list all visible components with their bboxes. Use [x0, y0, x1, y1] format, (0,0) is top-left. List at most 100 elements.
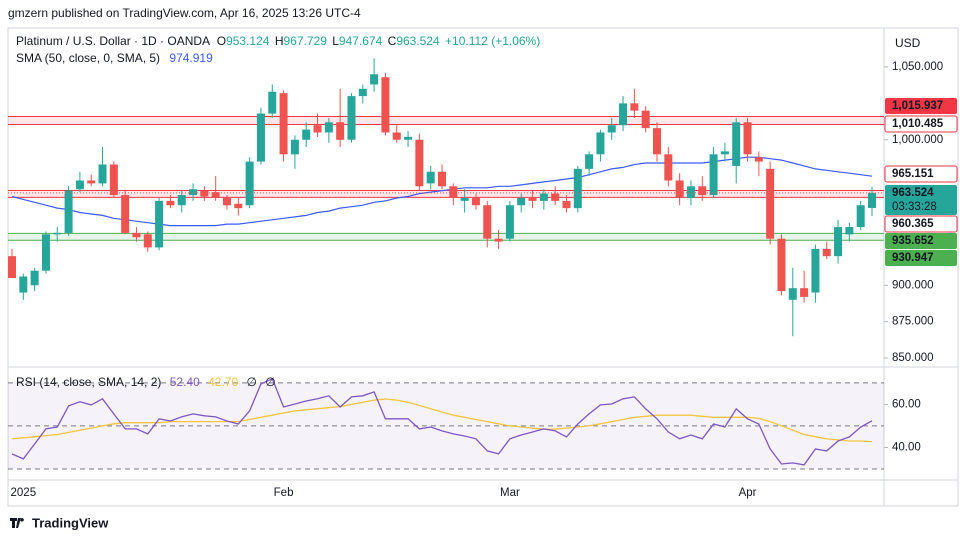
candle-body	[256, 113, 265, 162]
candle-body	[653, 128, 661, 155]
candle-body	[200, 190, 209, 197]
level-label-box	[884, 115, 958, 133]
rsi-name: RSI (14, close, SMA, 14, 2)	[16, 375, 161, 389]
candle-body	[223, 197, 231, 206]
y-tick-label: 850.000	[892, 352, 934, 364]
last-price-box	[885, 185, 957, 215]
candle-body	[290, 139, 299, 155]
candle-body	[87, 180, 96, 184]
zone	[8, 190, 884, 198]
candle-body	[41, 234, 50, 271]
footer-brand: TradingView	[32, 515, 109, 530]
candle-body	[166, 200, 175, 206]
candle-body	[720, 151, 729, 155]
candle-body	[449, 186, 458, 198]
candle-body	[189, 189, 198, 196]
level-label: 960.365	[892, 218, 934, 230]
footer-logo	[10, 518, 24, 528]
y-tick-label: 875.000	[892, 316, 934, 328]
rsi-legend: RSI (14, close, SMA, 14, 2) 52.40 42.70 …	[16, 375, 276, 389]
sma-name: SMA (50, close, 0, SMA, 5)	[16, 51, 160, 65]
sma-value: 974.919	[169, 51, 213, 65]
ohlc-letter: O	[217, 34, 226, 48]
candle-body	[336, 122, 345, 140]
candle-body	[471, 197, 480, 206]
rsi-band-fill	[8, 382, 884, 469]
candle-body	[800, 288, 809, 297]
symbol-legend: Platinum / U.S. Dollar · 1D · OANDA O953…	[16, 34, 540, 48]
x-tick-label: 2025	[11, 487, 37, 499]
zone	[8, 233, 884, 241]
candle-body	[404, 136, 413, 140]
candle-body	[75, 180, 84, 190]
rsi-extra: ∅	[246, 375, 256, 389]
candle-body	[268, 91, 277, 114]
candle-body	[19, 276, 28, 293]
rsi-ma-line	[11, 398, 873, 443]
candle-body	[630, 103, 639, 111]
symbol-title: Platinum / U.S. Dollar · 1D · OANDA	[16, 34, 210, 48]
candle-body	[64, 190, 73, 233]
level-label: 965.151	[892, 168, 934, 180]
candle-body	[619, 103, 628, 126]
candle-body	[788, 288, 797, 300]
candle-body	[505, 205, 514, 239]
candle-body	[551, 193, 560, 201]
candle-body	[834, 227, 843, 257]
candle-body	[98, 164, 107, 184]
plot: 850.000 875.000 900.000 1,000.000 1,050.000 1…	[8, 58, 958, 499]
candle-body	[347, 96, 356, 140]
candle-body	[562, 200, 571, 209]
candle-body	[539, 193, 548, 201]
candle-body	[811, 248, 820, 293]
candle-body	[415, 139, 424, 187]
candle-body	[279, 93, 288, 155]
ohlc-value: 967.729	[283, 34, 327, 48]
candle-body	[211, 192, 220, 198]
candle-body	[460, 197, 469, 201]
candle-body	[358, 88, 367, 97]
candle-body	[528, 197, 537, 201]
level-label-box	[884, 165, 958, 183]
candle-body	[121, 195, 130, 233]
rsi-ma-value: 42.70	[208, 375, 238, 389]
x-tick-label: Mar	[500, 487, 520, 499]
ohlc-letter: H	[275, 34, 284, 48]
candle-body	[155, 200, 164, 248]
x-tick-label: Apr	[739, 487, 757, 499]
candle-body	[8, 256, 16, 278]
last-price-label: 963.524	[892, 187, 934, 199]
candle-body	[143, 234, 152, 248]
candle-body	[438, 171, 446, 187]
candle-body	[234, 203, 243, 209]
level-label: 1,010.485	[892, 118, 944, 130]
published-line: gmzern published on TradingView.com, Apr…	[8, 6, 361, 20]
candle-body	[709, 154, 718, 196]
candle-body	[53, 232, 62, 235]
candle-body	[132, 232, 141, 238]
zone	[8, 116, 884, 125]
candle-body	[585, 154, 594, 169]
candle-body	[494, 238, 503, 242]
candle-body	[426, 171, 435, 184]
candle-body	[777, 238, 786, 292]
rsi-extra: ∅	[265, 375, 275, 389]
rsi-value: 52.40	[170, 375, 200, 389]
ohlc-value: 953.124	[226, 34, 270, 48]
candle-body	[573, 168, 582, 209]
candle-body	[641, 110, 650, 129]
level-label-box	[885, 233, 957, 249]
candle-body	[30, 270, 39, 286]
level-label: 930.947	[892, 252, 934, 264]
candle-body	[743, 122, 752, 155]
candle-body	[607, 125, 616, 133]
candle-body	[313, 125, 322, 133]
y-tick-label: 900.000	[892, 279, 934, 291]
sma-legend: SMA (50, close, 0, SMA, 5) 974.919	[16, 51, 213, 65]
change: +10.112 (+1.06%)	[445, 34, 540, 48]
level-label-box	[885, 250, 957, 266]
candle-body	[766, 168, 775, 239]
level-label: 1,015.937	[892, 100, 943, 112]
